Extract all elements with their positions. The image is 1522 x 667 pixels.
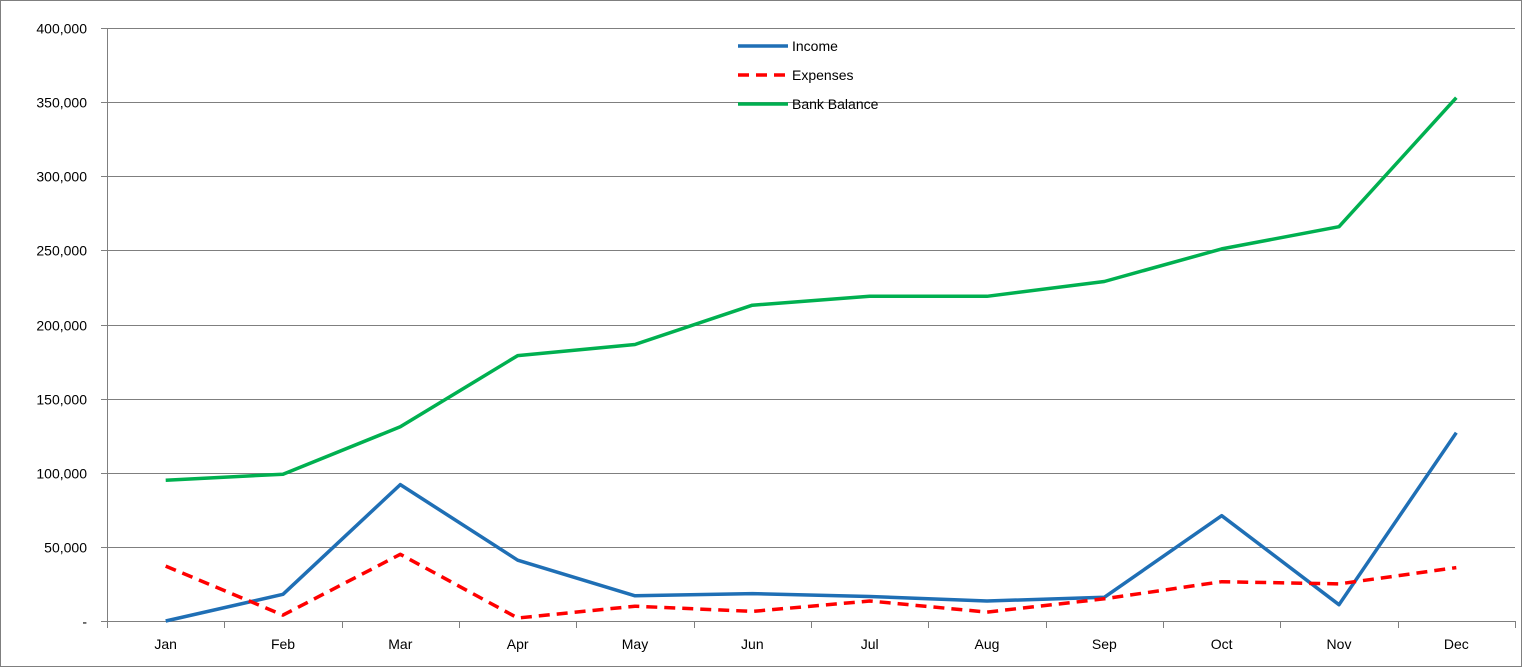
x-tick-label: Jul	[861, 636, 879, 652]
series-lines	[165, 96, 1458, 623]
y-tick-label: 200,000	[36, 318, 87, 334]
y-tick-label: -	[82, 614, 87, 630]
legend-label: Expenses	[792, 67, 853, 83]
x-tick-label: Nov	[1327, 636, 1352, 652]
x-tick-label: May	[622, 636, 648, 652]
y-tick-label: 100,000	[36, 466, 87, 482]
x-tick-label: Apr	[507, 636, 529, 652]
x-tick-label: Oct	[1211, 636, 1233, 652]
series-line-income	[165, 431, 1458, 623]
y-tick-label: 350,000	[36, 95, 87, 111]
gridlines	[107, 28, 1515, 548]
y-tick-label: 150,000	[36, 392, 87, 408]
legend-label: Bank Balance	[792, 96, 879, 112]
x-tick-label: Sep	[1092, 636, 1117, 652]
axes: - 50,000 100,000 150,000 200,000 250,000 300,0…	[36, 21, 1516, 652]
x-tick-label: Feb	[271, 636, 295, 652]
y-tick-label: 300,000	[36, 169, 87, 185]
legend-label: Income	[792, 38, 838, 54]
y-tick-label: 250,000	[36, 243, 87, 259]
x-tick-label: Dec	[1444, 636, 1469, 652]
series-line-expenses	[165, 552, 1457, 620]
series-line-bank-balance	[165, 96, 1458, 482]
x-tick-label: Aug	[975, 636, 1000, 652]
x-tick-label: Jun	[741, 636, 764, 652]
legend: Income Expenses Bank Balance	[738, 38, 879, 112]
x-tick-label: Jan	[154, 636, 177, 652]
y-tick-label: 400,000	[36, 21, 87, 37]
x-tick-label: Mar	[388, 636, 412, 652]
y-tick-label: 50,000	[44, 540, 87, 556]
